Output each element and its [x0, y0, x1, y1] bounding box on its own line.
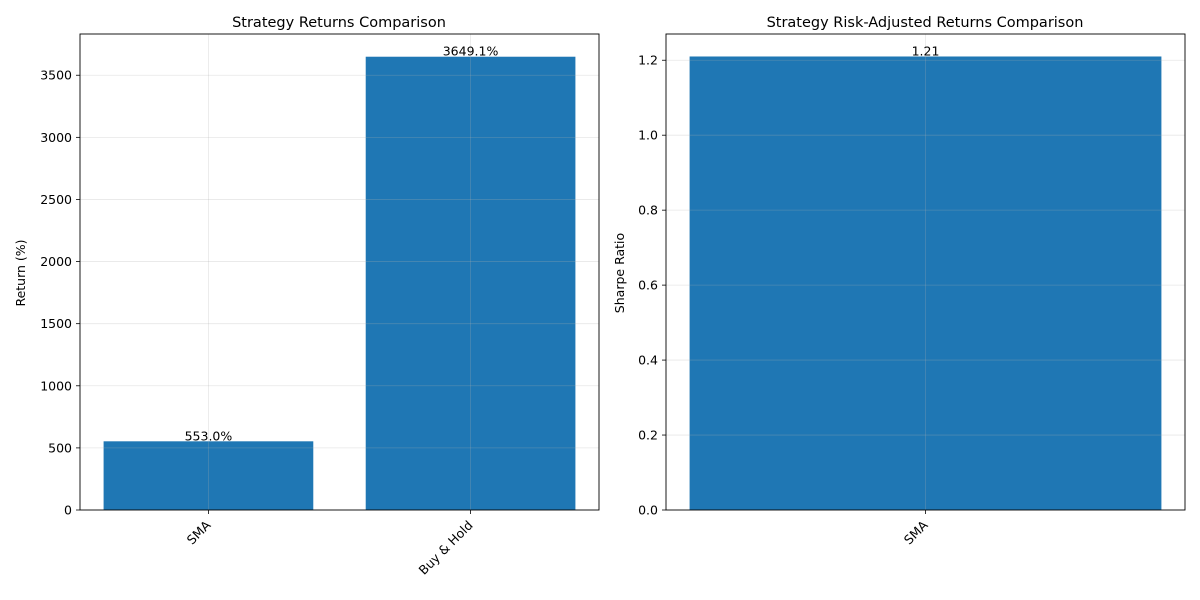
y-tick-label: 1.2: [638, 53, 658, 68]
y-tick-label: 0.0: [638, 503, 658, 518]
data-label: 1.21: [912, 43, 940, 58]
bar: [103, 441, 314, 510]
y-tick-label: 3500: [40, 68, 72, 83]
bar: [689, 56, 1162, 510]
y-tick-label: 500: [48, 440, 72, 455]
y-tick-label: 0: [64, 503, 72, 518]
y-tick-label: 1.0: [638, 128, 658, 143]
y-tick-label: 2500: [40, 192, 72, 207]
sharpe-chart: Strategy Risk-Adjusted Returns Compariso…: [612, 15, 1186, 547]
y-tick-label: 1000: [40, 378, 72, 393]
y-tick-label: 0.4: [638, 353, 658, 368]
data-label: 3649.1%: [443, 44, 499, 59]
y-tick-label: 0.8: [638, 203, 658, 218]
y-axis-label: Return (%): [13, 239, 28, 306]
data-label: 553.0%: [185, 428, 233, 443]
y-tick-label: 1500: [40, 316, 72, 331]
x-tick-label: Buy & Hold: [416, 518, 476, 578]
chart-title: Strategy Risk-Adjusted Returns Compariso…: [767, 15, 1084, 31]
y-tick-label: 3000: [40, 130, 72, 145]
x-tick-label: SMA: [184, 517, 214, 547]
chart-title: Strategy Returns Comparison: [232, 15, 446, 31]
plot-frame: [665, 33, 1186, 511]
x-tick-label: SMA: [901, 517, 931, 547]
plot-frame: [79, 33, 600, 511]
returns-chart: Strategy Returns Comparison Return (%) 0…: [13, 15, 600, 578]
y-axis-label: Sharpe Ratio: [612, 233, 627, 313]
y-tick-label: 0.2: [638, 428, 658, 443]
y-tick-label: 2000: [40, 254, 72, 269]
bar: [365, 56, 576, 511]
y-tick-label: 0.6: [638, 278, 658, 293]
